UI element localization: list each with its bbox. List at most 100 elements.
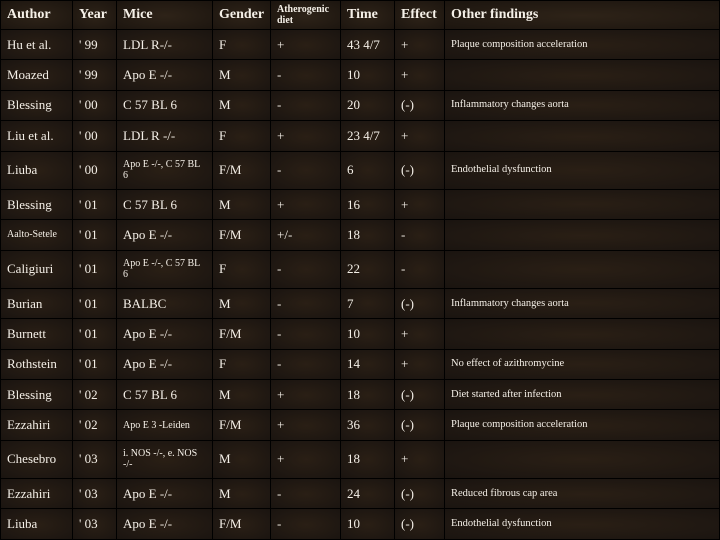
cell-author: Rothstein (1, 349, 73, 379)
cell-mice: LDL R -/- (117, 121, 213, 151)
cell-other (445, 189, 720, 219)
cell-diet: + (271, 440, 341, 478)
cell-author: Chesebro (1, 440, 73, 478)
cell-gender: M (213, 90, 271, 120)
cell-mice: Apo E 3 -Leiden (117, 410, 213, 440)
cell-other (445, 250, 720, 288)
cell-effect: + (395, 60, 445, 90)
header-other: Other findings (445, 1, 720, 30)
cell-gender: M (213, 189, 271, 219)
cell-mice: Apo E -/- (117, 509, 213, 540)
cell-gender: F/M (213, 319, 271, 349)
cell-mice: C 57 BL 6 (117, 189, 213, 219)
cell-author: Blessing (1, 189, 73, 219)
cell-gender: F (213, 349, 271, 379)
cell-other (445, 319, 720, 349)
cell-effect: (-) (395, 288, 445, 318)
cell-other: Plaque composition acceleration (445, 30, 720, 60)
cell-year: ' 99 (73, 30, 117, 60)
cell-year: ' 99 (73, 60, 117, 90)
header-gender: Gender (213, 1, 271, 30)
table-row: Caligiuri' 01Apo E -/-, C 57 BL 6F-22- (1, 250, 720, 288)
cell-other (445, 220, 720, 250)
cell-time: 43 4/7 (341, 30, 395, 60)
cell-year: ' 00 (73, 90, 117, 120)
cell-author: Hu et al. (1, 30, 73, 60)
cell-other: Endothelial dysfunction (445, 151, 720, 189)
cell-author: Blessing (1, 90, 73, 120)
cell-other (445, 121, 720, 151)
cell-effect: + (395, 440, 445, 478)
table-row: Blessing' 01C 57 BL 6M+16+ (1, 189, 720, 219)
research-table: Author Year Mice Gender Atherogenic diet… (0, 0, 720, 540)
cell-diet: - (271, 509, 341, 540)
table-row: Liuba' 00Apo E -/-, C 57 BL 6F/M-6(-)End… (1, 151, 720, 189)
cell-time: 23 4/7 (341, 121, 395, 151)
header-author: Author (1, 1, 73, 30)
cell-time: 36 (341, 410, 395, 440)
cell-mice: Apo E -/-, C 57 BL 6 (117, 250, 213, 288)
cell-year: ' 01 (73, 319, 117, 349)
header-diet: Atherogenic diet (271, 1, 341, 30)
cell-year: ' 03 (73, 509, 117, 540)
cell-time: 18 (341, 220, 395, 250)
cell-time: 10 (341, 509, 395, 540)
cell-diet: - (271, 319, 341, 349)
table-row: Hu et al.' 99LDL R-/-F+43 4/7+Plaque com… (1, 30, 720, 60)
table-row: Liu et al.' 00LDL R -/-F+23 4/7+ (1, 121, 720, 151)
cell-mice: Apo E -/- (117, 319, 213, 349)
cell-other (445, 60, 720, 90)
cell-mice: Apo E -/- (117, 220, 213, 250)
cell-diet: + (271, 189, 341, 219)
cell-effect: (-) (395, 509, 445, 540)
cell-gender: F/M (213, 509, 271, 540)
cell-diet: - (271, 90, 341, 120)
cell-gender: F (213, 250, 271, 288)
cell-effect: (-) (395, 151, 445, 189)
cell-author: Moazed (1, 60, 73, 90)
cell-diet: + (271, 30, 341, 60)
cell-other: Reduced fibrous cap area (445, 479, 720, 509)
cell-diet: - (271, 250, 341, 288)
cell-time: 20 (341, 90, 395, 120)
table-row: Blessing' 00C 57 BL 6M-20(-)Inflammatory… (1, 90, 720, 120)
cell-time: 7 (341, 288, 395, 318)
cell-mice: Apo E -/- (117, 479, 213, 509)
cell-year: ' 03 (73, 479, 117, 509)
cell-mice: LDL R-/- (117, 30, 213, 60)
cell-author: Ezzahiri (1, 410, 73, 440)
cell-effect: + (395, 121, 445, 151)
cell-diet: - (271, 479, 341, 509)
cell-time: 18 (341, 440, 395, 478)
cell-effect: (-) (395, 410, 445, 440)
cell-time: 24 (341, 479, 395, 509)
header-time: Time (341, 1, 395, 30)
cell-mice: BALBC (117, 288, 213, 318)
header-effect: Effect (395, 1, 445, 30)
cell-gender: M (213, 440, 271, 478)
cell-year: ' 01 (73, 189, 117, 219)
cell-author: Ezzahiri (1, 479, 73, 509)
cell-effect: (-) (395, 479, 445, 509)
cell-gender: F/M (213, 220, 271, 250)
cell-author: Aalto-Setele (1, 220, 73, 250)
table-row: Chesebro' 03i. NOS -/-, e. NOS -/-M+18+ (1, 440, 720, 478)
cell-time: 22 (341, 250, 395, 288)
cell-year: ' 01 (73, 220, 117, 250)
cell-year: ' 02 (73, 380, 117, 410)
cell-diet: - (271, 288, 341, 318)
table-row: Liuba' 03Apo E -/-F/M-10(-)Endothelial d… (1, 509, 720, 540)
cell-other: No effect of azithromycine (445, 349, 720, 379)
table-row: Aalto-Setele' 01Apo E -/-F/M+/-18- (1, 220, 720, 250)
cell-effect: (-) (395, 90, 445, 120)
cell-gender: F/M (213, 410, 271, 440)
cell-gender: F (213, 30, 271, 60)
cell-mice: C 57 BL 6 (117, 90, 213, 120)
cell-year: ' 00 (73, 121, 117, 151)
cell-gender: M (213, 380, 271, 410)
cell-effect: - (395, 220, 445, 250)
cell-gender: F/M (213, 151, 271, 189)
cell-author: Liuba (1, 509, 73, 540)
cell-diet: + (271, 410, 341, 440)
table-row: Burnett' 01Apo E -/-F/M-10+ (1, 319, 720, 349)
